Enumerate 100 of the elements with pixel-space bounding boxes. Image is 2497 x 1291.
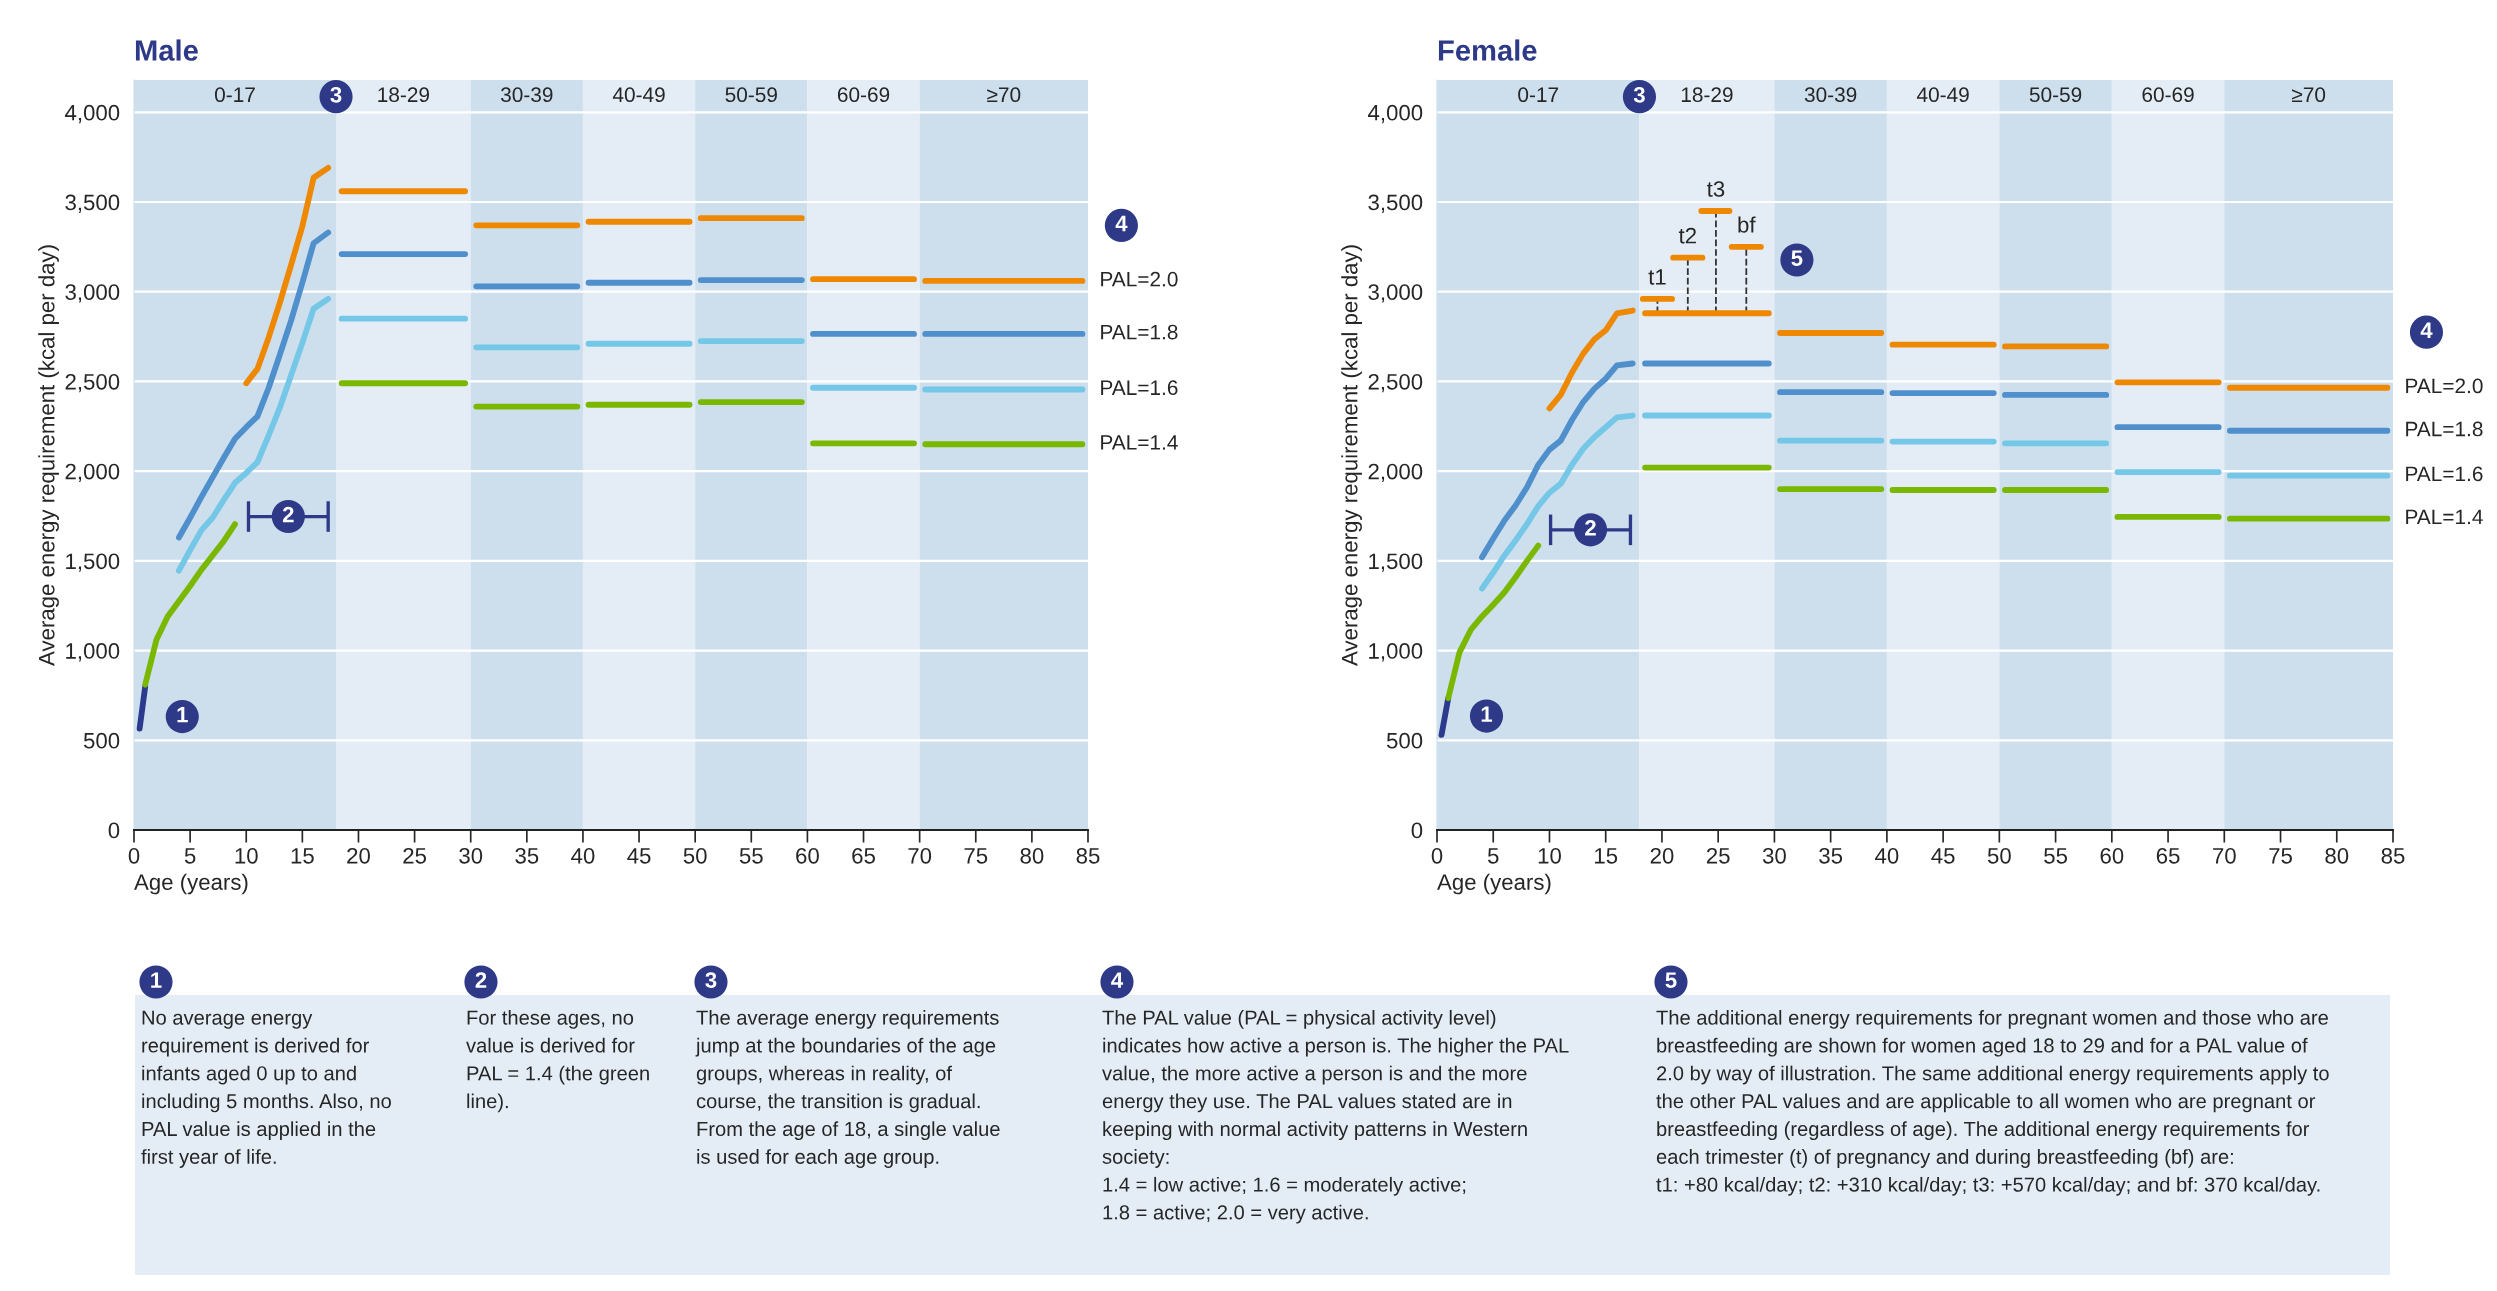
x-tick-label: 65 bbox=[852, 847, 875, 864]
x-tick-label: 40 bbox=[1875, 847, 1899, 864]
x-tick-label: 20 bbox=[347, 847, 370, 864]
x-tick-label: 10 bbox=[1538, 847, 1561, 864]
x-tick-label: 45 bbox=[627, 848, 651, 864]
x-tick-label: 50 bbox=[683, 847, 707, 864]
series-label: PAL=1.6 bbox=[1101, 380, 1178, 396]
data-label: bf bbox=[1738, 216, 1756, 233]
x-tick-label: 10 bbox=[235, 847, 258, 864]
x-tick-label: 75 bbox=[2269, 848, 2292, 864]
annotation: 1 bbox=[177, 707, 188, 723]
text: The PAL value (PAL = physical activity level) indicates how active a person is. The higher the PAL value, the more active a person is and the more energy they use. The PAL values stated are in keeping with normal activity patterns in Western society: 1.4 = low active; 1.6 = moderately active; 1.8 = active; 2.0 = very active. bbox=[1102, 1010, 1569, 1224]
y-tick-label: 4,000 bbox=[1368, 104, 1423, 124]
y-tick-label: 0 bbox=[1411, 822, 1423, 839]
x-tick-label: 70 bbox=[2213, 847, 2236, 864]
series-label: PAL=1.6 bbox=[2406, 466, 2483, 482]
y-tick-label: 4,000 bbox=[65, 104, 120, 124]
x-tick-label: 5 bbox=[1487, 848, 1499, 864]
y-tick-label: 1,500 bbox=[1369, 553, 1423, 572]
x-tick-label: 35 bbox=[515, 847, 539, 864]
band-label: ≥70 bbox=[987, 87, 1021, 103]
annotation: 3 bbox=[330, 86, 342, 103]
x-tick-label: 75 bbox=[964, 848, 988, 864]
band-label: 50-59 bbox=[2029, 87, 2082, 103]
y-tick-label: 2,000 bbox=[65, 463, 120, 483]
x-tick-label: 55 bbox=[2044, 848, 2068, 864]
chart-title: Female bbox=[1438, 39, 1537, 61]
series-label: PAL=1.4 bbox=[2406, 509, 2483, 525]
x-tick-label: 60 bbox=[796, 847, 819, 864]
band-label: ≥70 bbox=[2292, 87, 2326, 103]
band-label: 0-17 bbox=[214, 87, 255, 103]
band-label: 30-39 bbox=[500, 87, 553, 103]
x-tick-label: 60 bbox=[2100, 847, 2124, 864]
band-label: 18-29 bbox=[1681, 87, 1733, 103]
y-axis-title: Average energy requirement (kcal per day) bbox=[38, 245, 59, 666]
x-tick-label: 45 bbox=[1931, 848, 1955, 864]
annotation: 1 bbox=[1481, 706, 1493, 722]
text: 4 bbox=[1111, 972, 1124, 988]
y-tick-label: 2,500 bbox=[1368, 373, 1423, 393]
x-tick-label: 65 bbox=[2156, 847, 2180, 864]
x-tick-label: 15 bbox=[1595, 848, 1618, 864]
series-label: PAL=2.0 bbox=[2406, 378, 2483, 394]
y-tick-label: 500 bbox=[83, 732, 120, 749]
x-tick-label: 20 bbox=[1650, 847, 1674, 864]
x-tick-label: 55 bbox=[739, 848, 763, 864]
band-label: 40-49 bbox=[1916, 87, 1969, 103]
data-label: t3 bbox=[1707, 181, 1725, 197]
y-axis-title: Average energy requirement (kcal per day) bbox=[1341, 245, 1362, 666]
x-axis-title: Age (years) bbox=[1437, 873, 1551, 895]
y-tick-label: 1,000 bbox=[1369, 643, 1423, 662]
x-tick-label: 85 bbox=[1076, 847, 1100, 864]
annotation: 5 bbox=[1791, 250, 1803, 266]
x-tick-label: 80 bbox=[2325, 847, 2349, 864]
annotation: 3 bbox=[1633, 86, 1645, 103]
y-tick-label: 3,500 bbox=[1368, 194, 1423, 213]
x-tick-label: 50 bbox=[1987, 847, 2011, 864]
y-tick-label: 2,500 bbox=[65, 373, 120, 393]
x-tick-label: 0 bbox=[128, 847, 140, 864]
text: The average energy requirements jump at the boundaries of the age groups, whereas in reality, of course, the transition is gradual. From the age of 18, a single value is used for each age group. bbox=[695, 1010, 1000, 1168]
x-tick-label: 35 bbox=[1819, 847, 1843, 864]
text: 4 bbox=[2420, 322, 2433, 338]
band-label: 40-49 bbox=[612, 87, 665, 103]
x-tick-label: 25 bbox=[1706, 847, 1730, 864]
text: The additional energy requirements for pregnant women and those who are breastfeeding are shown for women aged 18 to 29 and for a PAL value of 2.0 by way of illustration. The same additional energy requirements apply to the other PAL values and are applicable to all women who are pregnant or breastfeeding (regardless of age). The additional energy requirements for each trimester (t) of pregnancy and during breastfeeding (bf) are: t1: +80 kcal/day; t2: +310 kcal/day; t3: +570 kcal/day; and bf: 370 kcal/day. bbox=[1656, 1010, 2329, 1196]
text: 1 bbox=[151, 972, 162, 988]
text: 2 bbox=[475, 972, 487, 988]
x-tick-label: 80 bbox=[1020, 847, 1044, 864]
x-tick-label: 0 bbox=[1431, 847, 1443, 864]
band-label: 30-39 bbox=[1804, 87, 1857, 103]
text: For these ages, no value is derived for PAL = 1.4 (the green line). bbox=[466, 1010, 649, 1113]
band-label: 18-29 bbox=[378, 87, 430, 103]
x-tick-label: 15 bbox=[291, 848, 314, 864]
data-label: t1 bbox=[1648, 269, 1666, 285]
y-tick-label: 3,500 bbox=[65, 194, 120, 213]
y-tick-label: 500 bbox=[1386, 732, 1423, 749]
series-label: PAL=1.8 bbox=[1101, 324, 1178, 340]
annotation: 2 bbox=[1585, 520, 1596, 536]
x-tick-label: 40 bbox=[571, 847, 595, 864]
text: No average energy requirement is derived for infants aged 0 up to and including 5 months. Also, no PAL value is applied in the first year of life. bbox=[141, 1010, 391, 1168]
text: 3 bbox=[705, 972, 717, 988]
series-label: PAL=1.8 bbox=[2406, 421, 2483, 437]
x-tick-label: 25 bbox=[403, 847, 427, 864]
x-tick-label: 30 bbox=[459, 847, 483, 864]
x-tick-label: 70 bbox=[908, 847, 932, 864]
series-label: PAL=2.0 bbox=[1101, 271, 1178, 287]
band-label: 60-69 bbox=[837, 87, 890, 103]
chart-title: Male bbox=[135, 39, 198, 61]
y-tick-label: 3,000 bbox=[65, 284, 120, 303]
y-tick-label: 0 bbox=[108, 822, 120, 839]
y-tick-label: 1,000 bbox=[66, 643, 120, 662]
band-label: 0-17 bbox=[1518, 87, 1559, 103]
y-tick-label: 2,000 bbox=[1368, 463, 1423, 483]
x-tick-label: 85 bbox=[2381, 847, 2405, 864]
band-label: 60-69 bbox=[2142, 87, 2194, 103]
annotation: 2 bbox=[282, 506, 294, 523]
text: 4 bbox=[1115, 215, 1128, 232]
y-tick-label: 1,500 bbox=[66, 553, 120, 572]
series-label: PAL=1.4 bbox=[1101, 435, 1178, 450]
y-tick-label: 3,000 bbox=[1368, 284, 1423, 303]
x-tick-label: 5 bbox=[184, 848, 196, 864]
